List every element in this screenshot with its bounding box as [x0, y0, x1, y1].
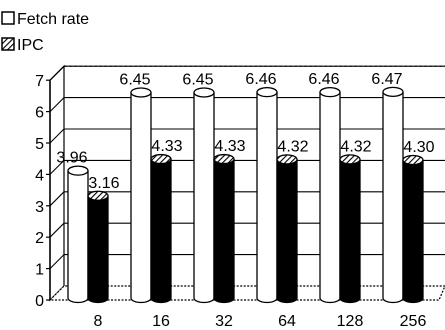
y-tick-label: 7	[35, 73, 44, 90]
y-tick-label: 1	[35, 262, 44, 279]
bar-fetch-rate	[193, 92, 215, 304]
data-labels: 3.963.16 6.45 4.33 6.45 4.33 6.46 4.32 6.46 4.32…	[56, 71, 434, 192]
gridline-side	[49, 254, 65, 269]
gridline-side	[49, 65, 65, 81]
bar-ipc	[339, 159, 361, 304]
y-tick-label: 6	[35, 105, 44, 122]
data-label: 6.46	[245, 71, 276, 88]
bar-cap	[319, 87, 341, 98]
y-tick-label: 2	[35, 230, 44, 247]
gridline-side	[49, 128, 65, 144]
legend-label-ipc: IPC	[17, 37, 44, 54]
bar-cap	[276, 154, 298, 165]
bar-cap	[382, 86, 404, 97]
bar-cap	[402, 154, 424, 166]
bar-fetch-rate	[67, 170, 89, 304]
legend-item-fetch-rate: Fetch rate	[1, 11, 89, 28]
legend-swatch-fetch-rate	[1, 11, 15, 25]
data-label: 4.32	[340, 138, 371, 155]
bar-fetch-rate	[256, 92, 278, 304]
data-label: 3.16	[88, 175, 119, 192]
bar-cap	[87, 190, 109, 201]
bar-cap	[130, 87, 152, 98]
bar-ipc	[402, 159, 424, 304]
x-tick-label: 128	[337, 313, 364, 330]
y-tick-label: 0	[35, 293, 44, 310]
legend: Fetch rate IPC	[1, 11, 89, 54]
x-axis: 8 16 32 64 128 256	[94, 313, 427, 330]
legend-swatch-ipc	[1, 37, 15, 51]
bars	[67, 86, 424, 304]
data-label: 4.33	[214, 138, 245, 155]
x-tick-label: 8	[94, 313, 103, 330]
legend-label-fetch-rate: Fetch rate	[17, 11, 89, 28]
y-tick-label: 5	[35, 136, 44, 153]
y-tick-label: 4	[35, 167, 44, 184]
gridline-side	[49, 160, 65, 175]
data-label: 6.45	[119, 71, 150, 88]
x-tick-label: 256	[400, 313, 427, 330]
bar-cap	[67, 165, 89, 176]
gridline-side	[49, 97, 65, 112]
data-label: 6.45	[182, 71, 213, 88]
bar-fetch-rate	[319, 92, 341, 304]
bar-cap	[256, 87, 278, 98]
bar-cap	[150, 153, 172, 165]
bar-ipc	[276, 159, 298, 304]
bar-ipc	[213, 159, 235, 304]
x-tick-label: 16	[152, 313, 170, 330]
bar-fetch-rate	[130, 92, 152, 304]
data-label: 6.46	[308, 71, 339, 88]
data-label: 3.96	[56, 150, 87, 167]
gridline-side	[49, 191, 65, 207]
gridline-side	[49, 222, 65, 238]
bar-cap	[213, 153, 235, 165]
y-tick-label: 3	[35, 199, 44, 216]
left-wall	[49, 64, 65, 302]
bar-fetch-rate	[382, 91, 404, 304]
bar-ipc	[150, 159, 172, 304]
x-tick-label: 32	[215, 313, 233, 330]
bar-cap	[193, 87, 215, 98]
legend-item-ipc: IPC	[1, 37, 44, 54]
data-label: 4.30	[403, 139, 434, 156]
data-label: 6.47	[371, 71, 402, 88]
bar-ipc	[87, 195, 109, 304]
data-label: 4.33	[151, 138, 182, 155]
x-tick-label: 64	[278, 313, 296, 330]
y-axis: 0 1 2 3 4 5 6 7	[35, 73, 51, 310]
gridlines	[49, 65, 445, 269]
bar-cap	[339, 154, 361, 165]
data-label: 4.32	[277, 138, 308, 155]
